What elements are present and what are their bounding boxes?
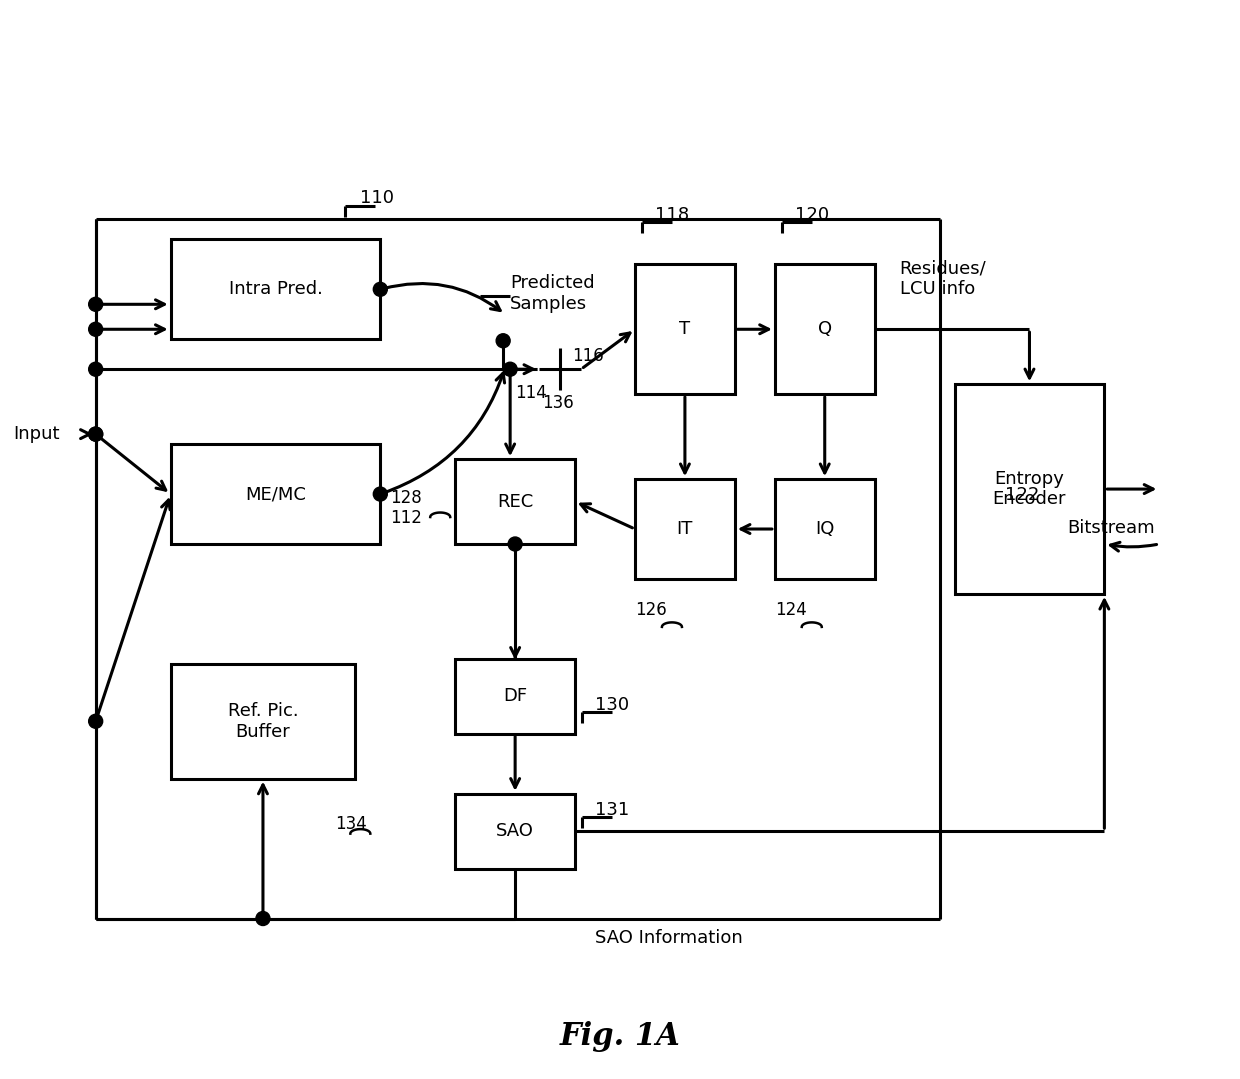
Text: REC: REC — [497, 492, 533, 510]
Text: 131: 131 — [595, 801, 629, 819]
Circle shape — [503, 363, 517, 377]
Text: Input: Input — [12, 425, 60, 443]
FancyBboxPatch shape — [171, 445, 381, 544]
Text: 130: 130 — [595, 696, 629, 714]
Circle shape — [508, 537, 522, 551]
Circle shape — [89, 298, 103, 312]
Text: T: T — [680, 320, 691, 339]
FancyBboxPatch shape — [171, 664, 356, 779]
Circle shape — [255, 912, 270, 926]
Text: Predicted
Samples: Predicted Samples — [510, 274, 595, 313]
Text: Fig. 1A: Fig. 1A — [559, 1021, 681, 1052]
Text: 116: 116 — [572, 347, 604, 365]
Text: SAO: SAO — [496, 822, 534, 841]
FancyBboxPatch shape — [955, 384, 1105, 593]
Text: Q: Q — [817, 320, 832, 339]
Text: 136: 136 — [542, 394, 574, 412]
Text: Entropy
Encoder: Entropy Encoder — [993, 469, 1066, 508]
Text: 126: 126 — [635, 601, 667, 619]
Text: IQ: IQ — [815, 520, 835, 538]
FancyBboxPatch shape — [635, 479, 735, 579]
Text: Residues/
LCU info: Residues/ LCU info — [900, 259, 986, 298]
FancyBboxPatch shape — [635, 264, 735, 394]
Circle shape — [496, 333, 510, 347]
FancyBboxPatch shape — [775, 479, 874, 579]
Circle shape — [89, 323, 103, 337]
Text: 120: 120 — [795, 206, 828, 224]
Text: 124: 124 — [775, 601, 806, 619]
Text: 114: 114 — [515, 384, 547, 402]
FancyBboxPatch shape — [775, 264, 874, 394]
Circle shape — [89, 714, 103, 728]
Circle shape — [373, 283, 387, 297]
FancyBboxPatch shape — [171, 240, 381, 339]
Text: Intra Pred.: Intra Pred. — [228, 281, 322, 298]
Circle shape — [373, 487, 387, 501]
Text: IT: IT — [677, 520, 693, 538]
Text: Bitstream: Bitstream — [1068, 519, 1154, 537]
FancyBboxPatch shape — [455, 659, 575, 734]
Text: 118: 118 — [655, 206, 689, 224]
Text: 128: 128 — [391, 489, 422, 507]
Text: 110: 110 — [361, 190, 394, 207]
FancyBboxPatch shape — [455, 459, 575, 544]
Text: 134: 134 — [335, 815, 367, 833]
Circle shape — [89, 427, 103, 441]
Text: 122: 122 — [1004, 486, 1039, 504]
Text: ME/MC: ME/MC — [246, 486, 306, 503]
Circle shape — [539, 349, 582, 391]
Text: DF: DF — [503, 687, 527, 706]
FancyBboxPatch shape — [455, 794, 575, 869]
Circle shape — [89, 427, 103, 441]
Text: SAO Information: SAO Information — [595, 929, 743, 947]
Circle shape — [89, 363, 103, 377]
Text: Ref. Pic.
Buffer: Ref. Pic. Buffer — [228, 701, 299, 740]
Text: 112: 112 — [391, 509, 422, 527]
